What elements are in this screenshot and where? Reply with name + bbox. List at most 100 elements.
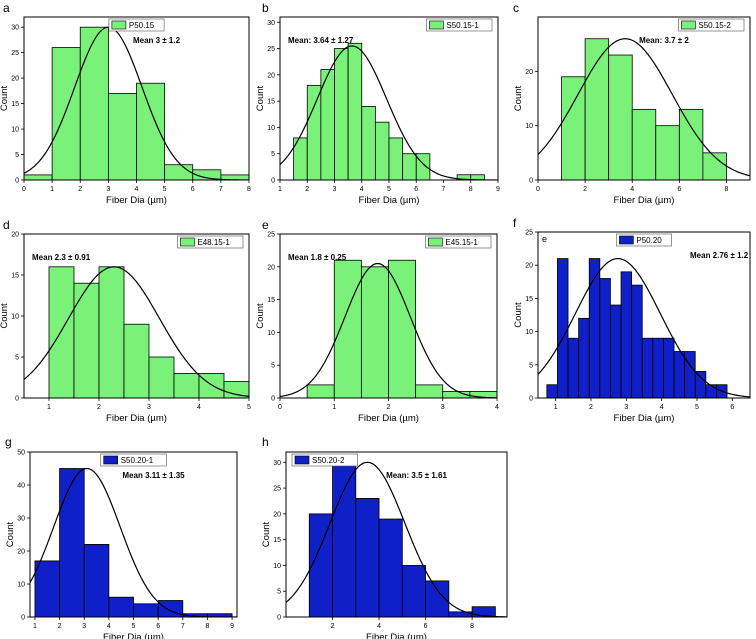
y-tick-label: 20 <box>267 264 275 271</box>
y-tick-label: 25 <box>267 232 275 239</box>
legend-label: S50.15-1 <box>446 21 479 30</box>
y-axis-title: Count <box>261 521 272 547</box>
x-tick-label: 3 <box>441 404 445 411</box>
legend-swatch <box>619 235 634 245</box>
bar-e-0 <box>306 384 335 398</box>
x-axis-title: Fiber Dia (µm) <box>103 632 164 639</box>
bar-d-5 <box>173 372 200 398</box>
x-tick-label: 4 <box>630 186 634 193</box>
bar-f-7 <box>620 271 633 398</box>
bar-b-3 <box>334 48 349 180</box>
y-tick-label: 30 <box>17 516 25 523</box>
bar-d-4 <box>148 356 175 398</box>
y-tick-label: 40 <box>17 483 25 490</box>
y-tick-label: 20 <box>525 263 533 270</box>
legend-label: S50.20-1 <box>121 456 154 465</box>
y-tick-label: 0 <box>15 178 19 185</box>
x-tick-label: 6 <box>156 623 160 630</box>
y-tick-label: 10 <box>273 563 281 570</box>
panel-f: 1 2 3 4 5 6 0 5 10 15 20 25 Fiber Dia (µm) Count f e P50… <box>513 216 751 424</box>
bar-f-0 <box>546 384 558 398</box>
y-tick-label: 15 <box>11 273 19 280</box>
y-tick-label: 25 <box>11 50 19 57</box>
bar-a-3 <box>107 93 137 180</box>
mean-annotation: Mean: 3.7 ± 2 <box>639 36 689 45</box>
x-tick-label: 9 <box>230 623 234 630</box>
legend-label: P50.20 <box>636 236 662 245</box>
y-tick-label: 15 <box>267 297 275 304</box>
x-tick-label: 4 <box>495 404 499 411</box>
y-tick-label: 0 <box>271 178 275 185</box>
x-tick-label: 5 <box>163 186 167 193</box>
bar-d-7 <box>223 381 249 398</box>
legend-label: S50.15-2 <box>698 21 731 30</box>
x-tick-label: 8 <box>469 186 473 193</box>
bar-a-2 <box>79 26 109 180</box>
x-tick-label: 8 <box>205 623 209 630</box>
panel-c: 0 2 4 6 8 0 10 20 Fiber Dia (µm) Count c S50.15-2 Me… <box>513 1 751 206</box>
bar-f-14 <box>694 371 707 398</box>
x-tick-label: 2 <box>583 186 587 193</box>
x-tick-label: 8 <box>470 623 474 630</box>
x-tick-label: 3 <box>82 623 86 630</box>
bar-d-6 <box>198 372 225 398</box>
y-tick-label: 5 <box>15 152 19 159</box>
fit-curve-b <box>280 45 498 180</box>
panel-label: a <box>3 1 10 15</box>
legend-swatch <box>294 455 310 465</box>
bar-a-5 <box>164 164 194 180</box>
panel-d: 1 2 3 4 5 0 5 10 15 20 Fiber Dia (µm) Count d E48.15-… <box>0 218 251 424</box>
x-tick-label: 4 <box>360 186 364 193</box>
bars-c <box>561 38 727 180</box>
x-tick-label: 1 <box>332 404 336 411</box>
panel-e: 0 1 2 3 4 0 5 10 15 20 25 Fiber Dia (µm) Count e E45.1… <box>255 218 499 424</box>
bar-b-6 <box>374 121 390 180</box>
bar-d-0 <box>48 266 75 398</box>
mean-annotation: Mean 3 ± 1.2 <box>133 36 181 45</box>
x-axis-title: Fiber Dia (µm) <box>614 413 675 424</box>
y-tick-label: 15 <box>525 296 533 303</box>
legend-swatch <box>428 237 443 247</box>
legend: P50.20 <box>616 233 672 247</box>
legend: E48.15-1 <box>177 235 244 249</box>
y-axis-title: Count <box>0 303 10 329</box>
bar-f-9 <box>641 337 654 398</box>
y-tick-label: 30 <box>11 25 19 32</box>
x-axis-title: Fiber Dia (µm) <box>106 413 167 424</box>
x-tick-label: 7 <box>219 186 223 193</box>
y-tick-label: 5 <box>271 363 275 370</box>
fit-curve-h <box>286 461 507 617</box>
plot-frame-c <box>537 16 751 181</box>
y-axis-title: Count <box>255 85 266 111</box>
x-tick-label: 3 <box>624 404 628 411</box>
y-tick-label: 15 <box>11 101 19 108</box>
bars-h <box>308 461 496 617</box>
panel-label: g <box>5 435 12 449</box>
bar-f-1 <box>557 258 569 398</box>
y-tick-label: 30 <box>273 460 281 467</box>
y-tick-label: 30 <box>267 20 275 27</box>
x-tick-label: 1 <box>33 623 37 630</box>
x-tick-label: 2 <box>331 623 335 630</box>
fit-curve-d <box>24 266 249 397</box>
bar-a-4 <box>136 82 166 180</box>
legend: P50.15 <box>108 18 165 32</box>
x-tick-label: 8 <box>247 186 251 193</box>
bar-c-0 <box>561 76 586 180</box>
bar-a-0 <box>24 174 53 180</box>
y-tick-label: 0 <box>271 396 275 403</box>
bar-h-0 <box>308 513 333 617</box>
panel-b: 1 2 3 4 5 6 7 8 9 0 5 10 15 20 25 30 Fiber Dia (µm) Count… <box>255 1 500 206</box>
bar-h-7 <box>471 606 496 617</box>
y-axis-title: Count <box>5 521 16 547</box>
x-tick-label: 2 <box>589 404 593 411</box>
y-axis-title: Count <box>513 85 524 111</box>
legend-swatch <box>111 20 127 30</box>
y-tick-label: 10 <box>17 582 25 589</box>
mean-annotation: Mean: 3.5 ± 1.61 <box>386 471 447 480</box>
y-tick-label: 20 <box>11 232 19 239</box>
x-tick-label: 1 <box>50 186 54 193</box>
x-tick-label: 6 <box>191 186 195 193</box>
x-tick-label: 6 <box>730 404 734 411</box>
